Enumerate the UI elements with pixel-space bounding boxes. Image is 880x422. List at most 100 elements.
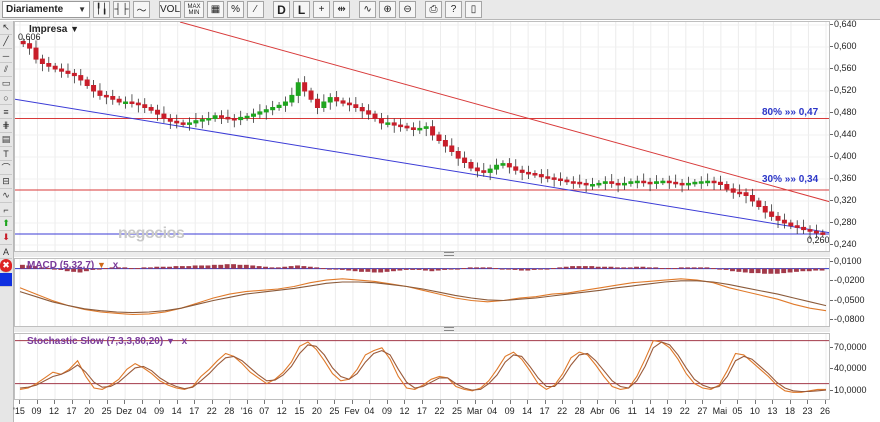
macd-histogram-bar xyxy=(211,264,217,269)
rectangle-icon[interactable]: ▭ xyxy=(0,77,12,91)
macd-histogram-bar xyxy=(20,264,25,269)
fibonacci-icon[interactable]: ≡ xyxy=(0,105,12,119)
price-chart-panel[interactable]: Impresa ▼ 0,606 negocios 80% »» 0,47 30%… xyxy=(14,21,830,252)
crosshair-icon[interactable]: + xyxy=(313,1,331,18)
x-axis-tick xyxy=(229,400,231,404)
chevron-down-icon[interactable]: ▼ xyxy=(165,336,175,346)
price-chart[interactable] xyxy=(15,22,830,252)
help-icon[interactable]: ? xyxy=(445,1,463,18)
print-icon[interactable]: ⎙ xyxy=(425,1,443,18)
candle xyxy=(545,176,551,179)
arc-icon[interactable]: ⌒ xyxy=(0,163,12,175)
indicator-icon[interactable]: ∿ xyxy=(359,1,377,18)
y-axis-tick xyxy=(830,318,833,320)
candle xyxy=(698,181,704,184)
macd-histogram-bar xyxy=(288,266,294,269)
y-axis-tick xyxy=(830,368,833,370)
y-axis-tick xyxy=(830,346,833,348)
zoom-out-icon[interactable]: ⊖ xyxy=(399,1,417,18)
cursor-icon[interactable]: ↖ xyxy=(0,21,12,35)
chevron-down-icon[interactable]: ▼ xyxy=(70,24,80,34)
candle xyxy=(749,195,755,202)
book-icon[interactable]: ▯ xyxy=(465,1,483,18)
candle xyxy=(641,180,647,184)
candle xyxy=(462,157,468,164)
macd-histogram-bar xyxy=(237,264,243,269)
y-axis-tick xyxy=(830,112,833,113)
ruler-icon[interactable]: ⊟ xyxy=(0,175,12,189)
percent-icon[interactable]: % xyxy=(227,1,245,18)
gann-icon[interactable]: ⋕ xyxy=(0,119,12,133)
macd-histogram-bar xyxy=(243,264,249,269)
macd-histogram-bar xyxy=(327,268,332,270)
candle-chart-icon[interactable]: ╿╽ xyxy=(93,1,110,18)
x-axis-tick xyxy=(544,400,546,404)
x-axis-tick xyxy=(36,400,38,404)
period-select[interactable]: Diariamente ▼ xyxy=(2,1,90,18)
macd-histogram-bar xyxy=(576,266,582,269)
macd-histogram-bar xyxy=(397,268,403,271)
horizontal-line-icon[interactable]: ─ xyxy=(0,49,12,63)
delete-icon[interactable]: ✖ xyxy=(0,259,12,273)
macd-histogram-bar xyxy=(723,268,729,270)
x-axis-tick xyxy=(386,400,388,404)
pan-icon[interactable]: ⇹ xyxy=(333,1,351,18)
x-axis-tick xyxy=(825,400,826,404)
stochastic-title[interactable]: Stochastic Slow (7,3,3,80,20) ▼ x xyxy=(27,336,187,347)
macd-chart[interactable] xyxy=(15,259,830,327)
arrow-up-icon[interactable]: ⬆ xyxy=(0,217,12,231)
grid-icon[interactable]: ▦ xyxy=(207,1,225,18)
macd-title[interactable]: MACD (5,32,7) ▼ x xyxy=(27,260,118,271)
candle xyxy=(219,115,224,118)
stair-icon[interactable]: ⌐ xyxy=(0,203,12,217)
close-icon[interactable]: x xyxy=(112,260,119,271)
text-icon[interactable]: T xyxy=(0,147,12,161)
zoom-in-icon[interactable]: ⊕ xyxy=(379,1,397,18)
x-axis-tick xyxy=(597,400,599,404)
candle xyxy=(346,102,352,106)
line-tool-icon[interactable]: ╱ xyxy=(0,35,12,49)
vol-toggle[interactable]: VOL xyxy=(159,1,182,18)
panel-resize-handle[interactable] xyxy=(14,252,830,257)
candle xyxy=(577,181,583,185)
macd-histogram-bar xyxy=(678,267,684,269)
color-icon[interactable]: ■ xyxy=(0,273,12,287)
x-axis-label: 26 xyxy=(819,406,831,416)
chevron-down-icon[interactable]: ▼ xyxy=(97,260,106,270)
text-note-icon[interactable]: A xyxy=(0,245,12,259)
stochastic-panel[interactable]: Stochastic Slow (7,3,3,80,20) ▼ x xyxy=(14,333,830,400)
line-chart-icon[interactable]: 〜 xyxy=(133,1,150,18)
log-button[interactable]: L xyxy=(293,1,311,18)
y-axis-label: 0,360 xyxy=(834,173,857,183)
x-axis-tick xyxy=(369,400,371,404)
macd-histogram-bar xyxy=(218,264,224,269)
macd-histogram-bar xyxy=(531,268,537,270)
candle xyxy=(468,162,474,169)
x-axis-tick xyxy=(176,400,178,404)
x-axis-tick xyxy=(334,400,336,404)
cycle-icon[interactable]: ∿ xyxy=(0,189,12,203)
daily-button[interactable]: D xyxy=(273,1,291,18)
macd-histogram-bar xyxy=(141,267,147,269)
panel-resize-handle[interactable] xyxy=(14,327,830,332)
channel-icon[interactable]: ⫽ xyxy=(0,63,12,77)
chart-title[interactable]: Impresa ▼ xyxy=(29,24,79,35)
log-scale-icon[interactable]: ⁄ xyxy=(247,1,265,18)
max-min-toggle[interactable]: MAX MIN xyxy=(184,1,205,18)
macd-histogram-bar xyxy=(435,268,441,271)
macd-panel[interactable]: MACD (5,32,7) ▼ x xyxy=(14,258,830,327)
stochastic-chart[interactable] xyxy=(15,334,830,400)
candle xyxy=(506,163,512,168)
close-icon[interactable]: x xyxy=(181,336,188,347)
arrow-down-icon[interactable]: ⬇ xyxy=(0,231,12,245)
x-axis-tick xyxy=(141,400,143,404)
circle-icon[interactable]: ○ xyxy=(0,91,12,105)
x-axis-label: 14 xyxy=(644,406,655,416)
fib-30-label: 30% »» 0,34 xyxy=(762,174,819,185)
ohlc-chart-icon[interactable]: ┤├ xyxy=(113,1,130,18)
macd-histogram-bar xyxy=(691,267,697,269)
grid-tool-icon[interactable]: ▤ xyxy=(0,133,12,147)
x-axis-label: Mai xyxy=(712,406,728,416)
x-axis-label: 22 xyxy=(557,406,568,416)
candle xyxy=(193,120,199,124)
